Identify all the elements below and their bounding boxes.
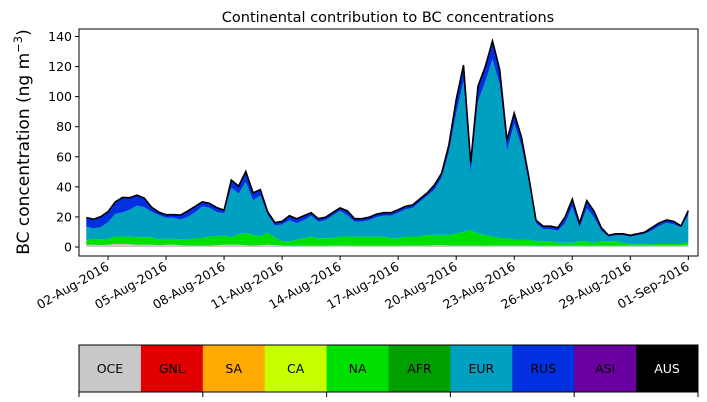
y-axis-label: BC concentration (ng m−3) — [11, 29, 34, 255]
region-colorbar-legend: OCE GNL SA CA NA AFR EUR RUS ASI AUS — [78, 344, 699, 397]
y-axis-label-superscript: −3 — [11, 36, 25, 53]
y-axis-label-close: ) — [14, 29, 34, 36]
area-na — [86, 230, 689, 246]
y-tick-label: 80 — [56, 119, 72, 134]
y-tick-label: 100 — [48, 89, 72, 104]
legend-label-gnl: GNL — [159, 361, 185, 376]
area-oce — [86, 244, 689, 247]
legend-swatch-rus — [512, 345, 575, 392]
legend-frame — [78, 344, 699, 393]
legend-label-rus: RUS — [530, 361, 556, 376]
y-axis-label-main: BC concentration (ng m — [14, 53, 34, 255]
legend-label-eur: EUR — [468, 361, 494, 376]
legend-swatch-oce — [79, 345, 142, 392]
y-tick-label: 20 — [56, 209, 72, 224]
legend-label-na: NA — [349, 361, 367, 376]
legend-label-sa: SA — [225, 361, 242, 376]
total-line — [86, 37, 690, 237]
legend-swatch-ca — [264, 345, 328, 392]
legend-label-oce: OCE — [97, 361, 124, 376]
y-tick-label: 140 — [48, 29, 72, 44]
plot-frame — [78, 28, 699, 257]
legend-swatch-sa — [202, 345, 266, 392]
area-rus — [86, 41, 689, 237]
y-axis: 0 20 40 60 80 100 120 140 — [48, 29, 79, 254]
legend-swatch-afr — [388, 345, 451, 392]
legend-label-aus: AUS — [654, 361, 680, 376]
legend-swatch-gnl — [140, 345, 204, 392]
legend-label-afr: AFR — [407, 361, 432, 376]
legend-swatch-asi — [574, 345, 637, 392]
x-axis: 02-Aug-201605-Aug-201608-Aug-201611-Aug-… — [34, 256, 692, 312]
legend-label-ca: CA — [287, 361, 305, 376]
legend-swatch-na — [326, 345, 389, 392]
y-tick-label: 60 — [56, 149, 72, 164]
area-eur — [86, 59, 689, 245]
y-tick-label: 120 — [48, 59, 72, 74]
plot-area — [86, 37, 690, 247]
stacked-areas — [86, 41, 689, 247]
y-tick-label: 0 — [64, 239, 72, 254]
legend-label-asi: ASI — [595, 361, 615, 376]
legend-swatch-eur — [450, 345, 513, 392]
y-tick-label: 40 — [56, 179, 72, 194]
total-concentration-line — [86, 37, 690, 237]
chart-title: Continental contribution to BC concentra… — [222, 10, 554, 26]
legend-swatch-aus — [636, 345, 699, 392]
